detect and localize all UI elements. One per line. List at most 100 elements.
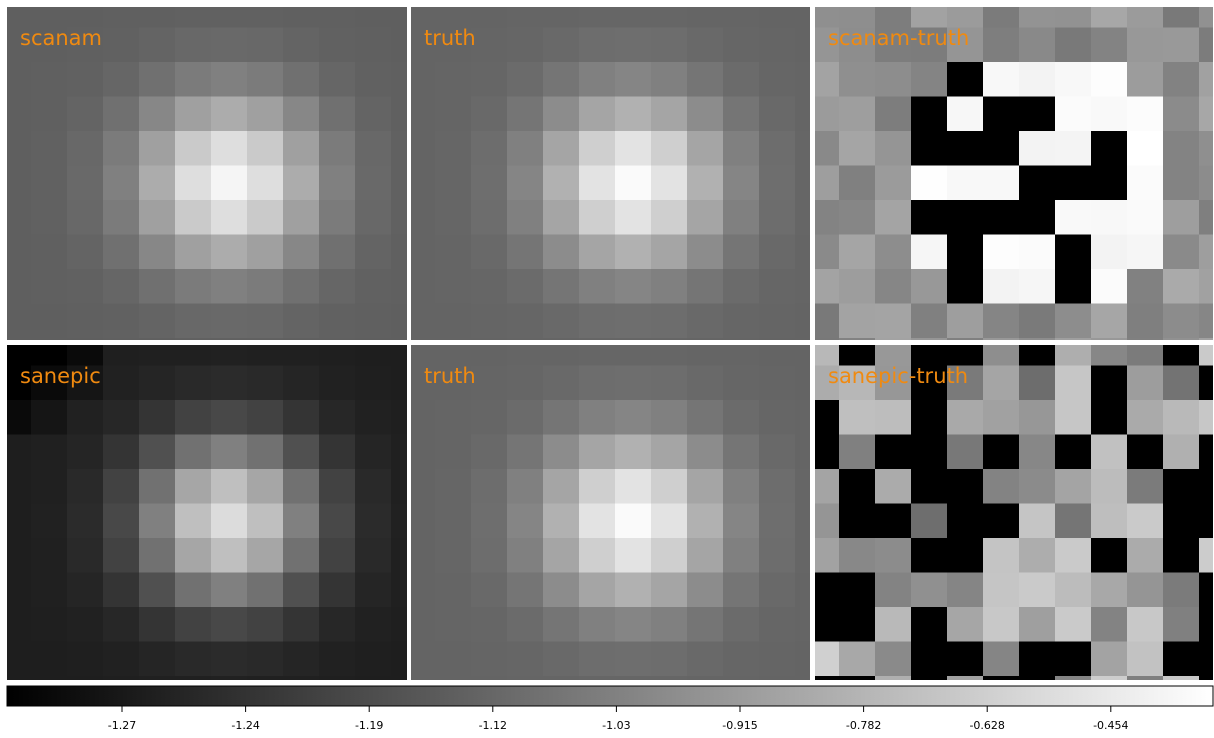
pixel [283,200,320,235]
pixel [391,269,407,304]
pixel [103,234,140,270]
pixel [1127,234,1164,270]
pixel [543,303,580,339]
pixel [471,27,508,63]
pixel [983,165,1020,201]
colorbar-tick-label: -1.19 [355,719,383,732]
pixel [507,234,544,270]
pixel [175,365,212,401]
pixel [471,345,508,366]
pixel [1163,338,1200,340]
pixel [543,641,580,677]
pixel [1091,131,1128,166]
pixel [247,234,284,270]
pixel [579,434,616,470]
pixel [1055,538,1092,573]
pixel [1163,365,1200,401]
pixel [103,62,140,97]
pixel [283,400,320,435]
pixel [795,469,810,504]
pixel [507,572,544,608]
pixel [139,400,176,435]
pixel [983,234,1020,270]
pixel [723,607,760,642]
pixel [1199,365,1213,401]
pixel [247,131,284,166]
pixel [1091,676,1128,680]
pixel [139,338,176,340]
pixel [211,234,248,270]
pixel [795,165,810,201]
pixel [911,400,948,435]
pixel [795,7,810,28]
pixel [1091,607,1128,642]
pixel [651,234,688,270]
pixel [687,7,724,28]
pixel [247,338,284,340]
pixel [795,200,810,235]
pixel [947,62,984,97]
pixel [31,269,68,304]
pixel [31,538,68,573]
pixel [983,27,1020,63]
pixel [471,538,508,573]
pixel [839,400,876,435]
pixel [391,676,407,680]
pixel [103,96,140,132]
pixel [1163,641,1200,677]
pixel [1199,27,1213,63]
pixel [723,503,760,539]
pixel [723,538,760,573]
pixel [247,345,284,366]
pixel [411,234,436,270]
pixel [875,200,912,235]
pixel [103,303,140,339]
pixel [983,434,1020,470]
pixel [1019,641,1056,677]
panel-label: truth [424,26,476,50]
pixel [319,641,356,677]
pixel [543,469,580,504]
pixel [839,27,876,63]
pixel [1127,62,1164,97]
pixel [391,7,407,28]
pixel [1055,62,1092,97]
pixel [615,269,652,304]
pixel [355,62,392,97]
pixel [1055,165,1092,201]
pixel [687,676,724,680]
pixel [815,572,840,608]
pixel [947,165,984,201]
pixel [391,572,407,608]
pixel [283,345,320,366]
pixel [1127,469,1164,504]
pixel [247,7,284,28]
pixel [911,503,948,539]
pixel [983,503,1020,539]
pixel [411,469,436,504]
pixel [839,165,876,201]
pixel [435,345,472,366]
pixel [1091,434,1128,470]
pixel [391,400,407,435]
pixel [211,607,248,642]
pixel [175,641,212,677]
pixel [1163,503,1200,539]
pixel [31,338,68,340]
pixel [67,62,104,97]
pixel [391,234,407,270]
pixel [839,434,876,470]
pixel [67,400,104,435]
pixel [579,572,616,608]
pixel [319,269,356,304]
pixel [947,538,984,573]
pixel [1199,234,1213,270]
pixel [687,641,724,677]
pixel [1091,303,1128,339]
pixel [7,96,32,132]
pixel [723,676,760,680]
pixel [247,641,284,677]
pixel [759,365,796,401]
pixel [687,400,724,435]
pixel [615,165,652,201]
